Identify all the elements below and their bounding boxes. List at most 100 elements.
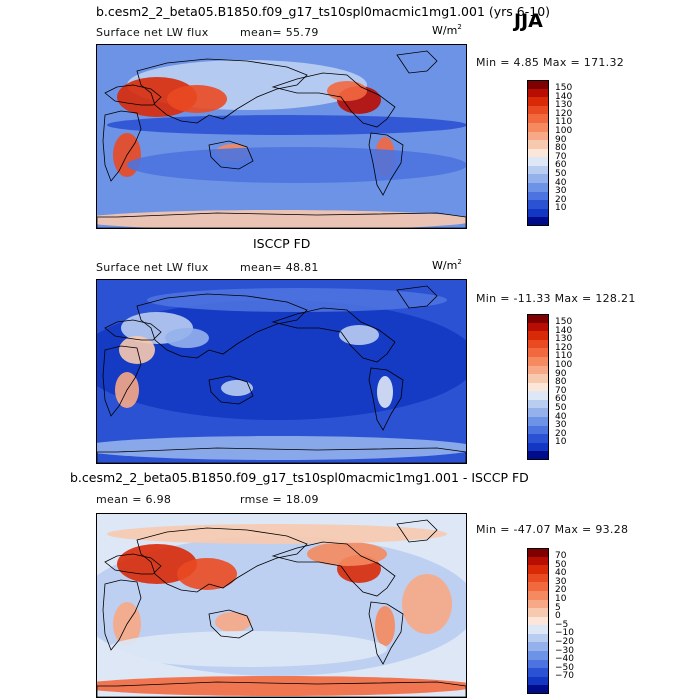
colorbar-tick-label: 40 — [555, 568, 567, 579]
colorbar-swatch — [527, 659, 549, 669]
colorbar-tick-label: 90 — [555, 368, 567, 379]
colorbar-swatch — [527, 685, 549, 695]
panel-2-minmax: Min = -11.33 Max = 128.21 — [476, 292, 636, 305]
map-field-blob — [402, 574, 452, 634]
colorbar-tick-label: 50 — [555, 559, 567, 570]
colorbar-tick-label: 110 — [555, 117, 573, 128]
map-field-blob — [107, 115, 466, 135]
colorbar-tick-label: 10 — [555, 437, 567, 448]
coastline — [102, 579, 142, 651]
colorbar-tick-label: −5 — [555, 619, 569, 630]
coastline — [271, 72, 396, 128]
coastline — [368, 367, 404, 431]
coastline — [102, 110, 142, 182]
panel-3-colorbar: 70 50 40 30 20 10 5 0 −5 −10 −20 −30 −40 −50 −70 — [527, 548, 587, 695]
colorbar-swatch — [527, 668, 549, 678]
colorbar-swatch — [527, 191, 549, 201]
panel-1-minmax: Min = 4.85 Max = 171.32 — [476, 56, 625, 69]
colorbar-tick-label: 140 — [555, 91, 573, 102]
colorbar-tick-label: 120 — [555, 342, 573, 353]
colorbar-swatch — [527, 97, 549, 107]
colorbar-swatch — [527, 200, 549, 210]
colorbar-tick-label: 150 — [555, 83, 573, 94]
coastline — [104, 84, 162, 106]
coastline — [208, 609, 254, 639]
panel-2-map-svg — [97, 280, 466, 463]
panel-1-map-svg — [97, 45, 466, 228]
colorbar-swatch — [527, 608, 549, 618]
colorbar-swatch — [527, 582, 549, 592]
colorbar-swatch — [527, 114, 549, 124]
panel-1-variable: Surface net LW flux — [96, 26, 209, 39]
colorbar-swatch — [527, 80, 549, 90]
coastline — [368, 601, 404, 665]
panel-3-minmax: Min = -47.07 Max = 93.28 — [476, 523, 629, 536]
colorbar-tick-label: −70 — [555, 671, 574, 682]
colorbar-tick-label: 30 — [555, 186, 567, 197]
colorbar-swatch — [527, 88, 549, 98]
map-field-blob — [307, 542, 387, 566]
colorbar-tick-label: −50 — [555, 662, 574, 673]
coastline — [97, 681, 466, 697]
colorbar-tick-label: 30 — [555, 420, 567, 431]
colorbar-swatch — [527, 633, 549, 643]
panel-3-rmse: rmse = 18.09 — [240, 493, 319, 506]
coastline — [136, 293, 308, 359]
colorbar-swatch — [527, 140, 549, 150]
panel-3-title: b.cesm2_2_beta05.B1850.f09_g17_ts10spl0m… — [70, 470, 529, 485]
panel-2-colorbar: 150 140 130 120 110 100 90 80 70 60 50 40 30 20 10 — [527, 314, 587, 461]
colorbar-swatch — [527, 556, 549, 566]
colorbar-swatch — [527, 148, 549, 158]
colorbar-tick-label: 140 — [555, 325, 573, 336]
colorbar-swatch — [527, 434, 549, 444]
coastline — [271, 307, 396, 363]
colorbar-tick-label: 130 — [555, 334, 573, 345]
colorbar-tick-label: 100 — [555, 126, 573, 137]
colorbar-tick-label: 90 — [555, 134, 567, 145]
colorbar-swatch — [527, 105, 549, 115]
map-field-blob — [97, 676, 466, 696]
colorbar-tick-label: 80 — [555, 377, 567, 388]
colorbar-swatch — [527, 322, 549, 332]
colorbar-tick-label: 50 — [555, 402, 567, 413]
colorbar-tick-label: 80 — [555, 143, 567, 154]
coastline — [136, 58, 308, 124]
colorbar-swatch — [527, 399, 549, 409]
colorbar-swatch — [527, 314, 549, 324]
colorbar-swatch — [527, 157, 549, 167]
map-field-blob — [107, 524, 447, 544]
map-field-blob — [97, 183, 466, 207]
colorbar-swatch — [527, 339, 549, 349]
colorbar-tick-label: −40 — [555, 654, 574, 665]
coastline — [104, 553, 162, 575]
colorbar-swatch — [527, 590, 549, 601]
colorbar-swatch — [527, 616, 549, 626]
coastline — [208, 140, 254, 170]
coastline — [208, 375, 254, 405]
colorbar-swatch — [527, 217, 549, 227]
coastline — [368, 132, 404, 196]
colorbar-swatch — [527, 599, 549, 609]
map-field-blob — [375, 606, 395, 646]
map-field-blob — [215, 612, 251, 632]
coastline — [102, 345, 142, 417]
panel-3-mean: mean = 6.98 — [96, 493, 172, 506]
map-field-blob — [97, 210, 466, 228]
colorbar-swatch — [527, 331, 549, 341]
colorbar-tick-label: 70 — [555, 151, 567, 162]
panel-2-units: W/m2 — [432, 258, 462, 272]
map-field-blob — [147, 288, 447, 312]
colorbar-tick-label: 120 — [555, 108, 573, 119]
colorbar-swatch — [527, 651, 549, 661]
colorbar-swatch — [527, 573, 549, 583]
colorbar-tick-label: 60 — [555, 394, 567, 405]
map-field-blob — [377, 376, 393, 408]
colorbar-tick-label: 5 — [555, 602, 561, 613]
map-field-blob — [339, 325, 379, 345]
colorbar-swatch — [527, 425, 549, 435]
colorbar-tick-label: 130 — [555, 100, 573, 111]
colorbar-swatch — [527, 165, 549, 175]
panel-1-colorbar: 150 140 130 120 110 100 90 80 70 60 50 40 30 20 10 — [527, 80, 587, 227]
colorbar-tick-label: 10 — [555, 594, 567, 605]
colorbar-swatch — [527, 365, 549, 375]
